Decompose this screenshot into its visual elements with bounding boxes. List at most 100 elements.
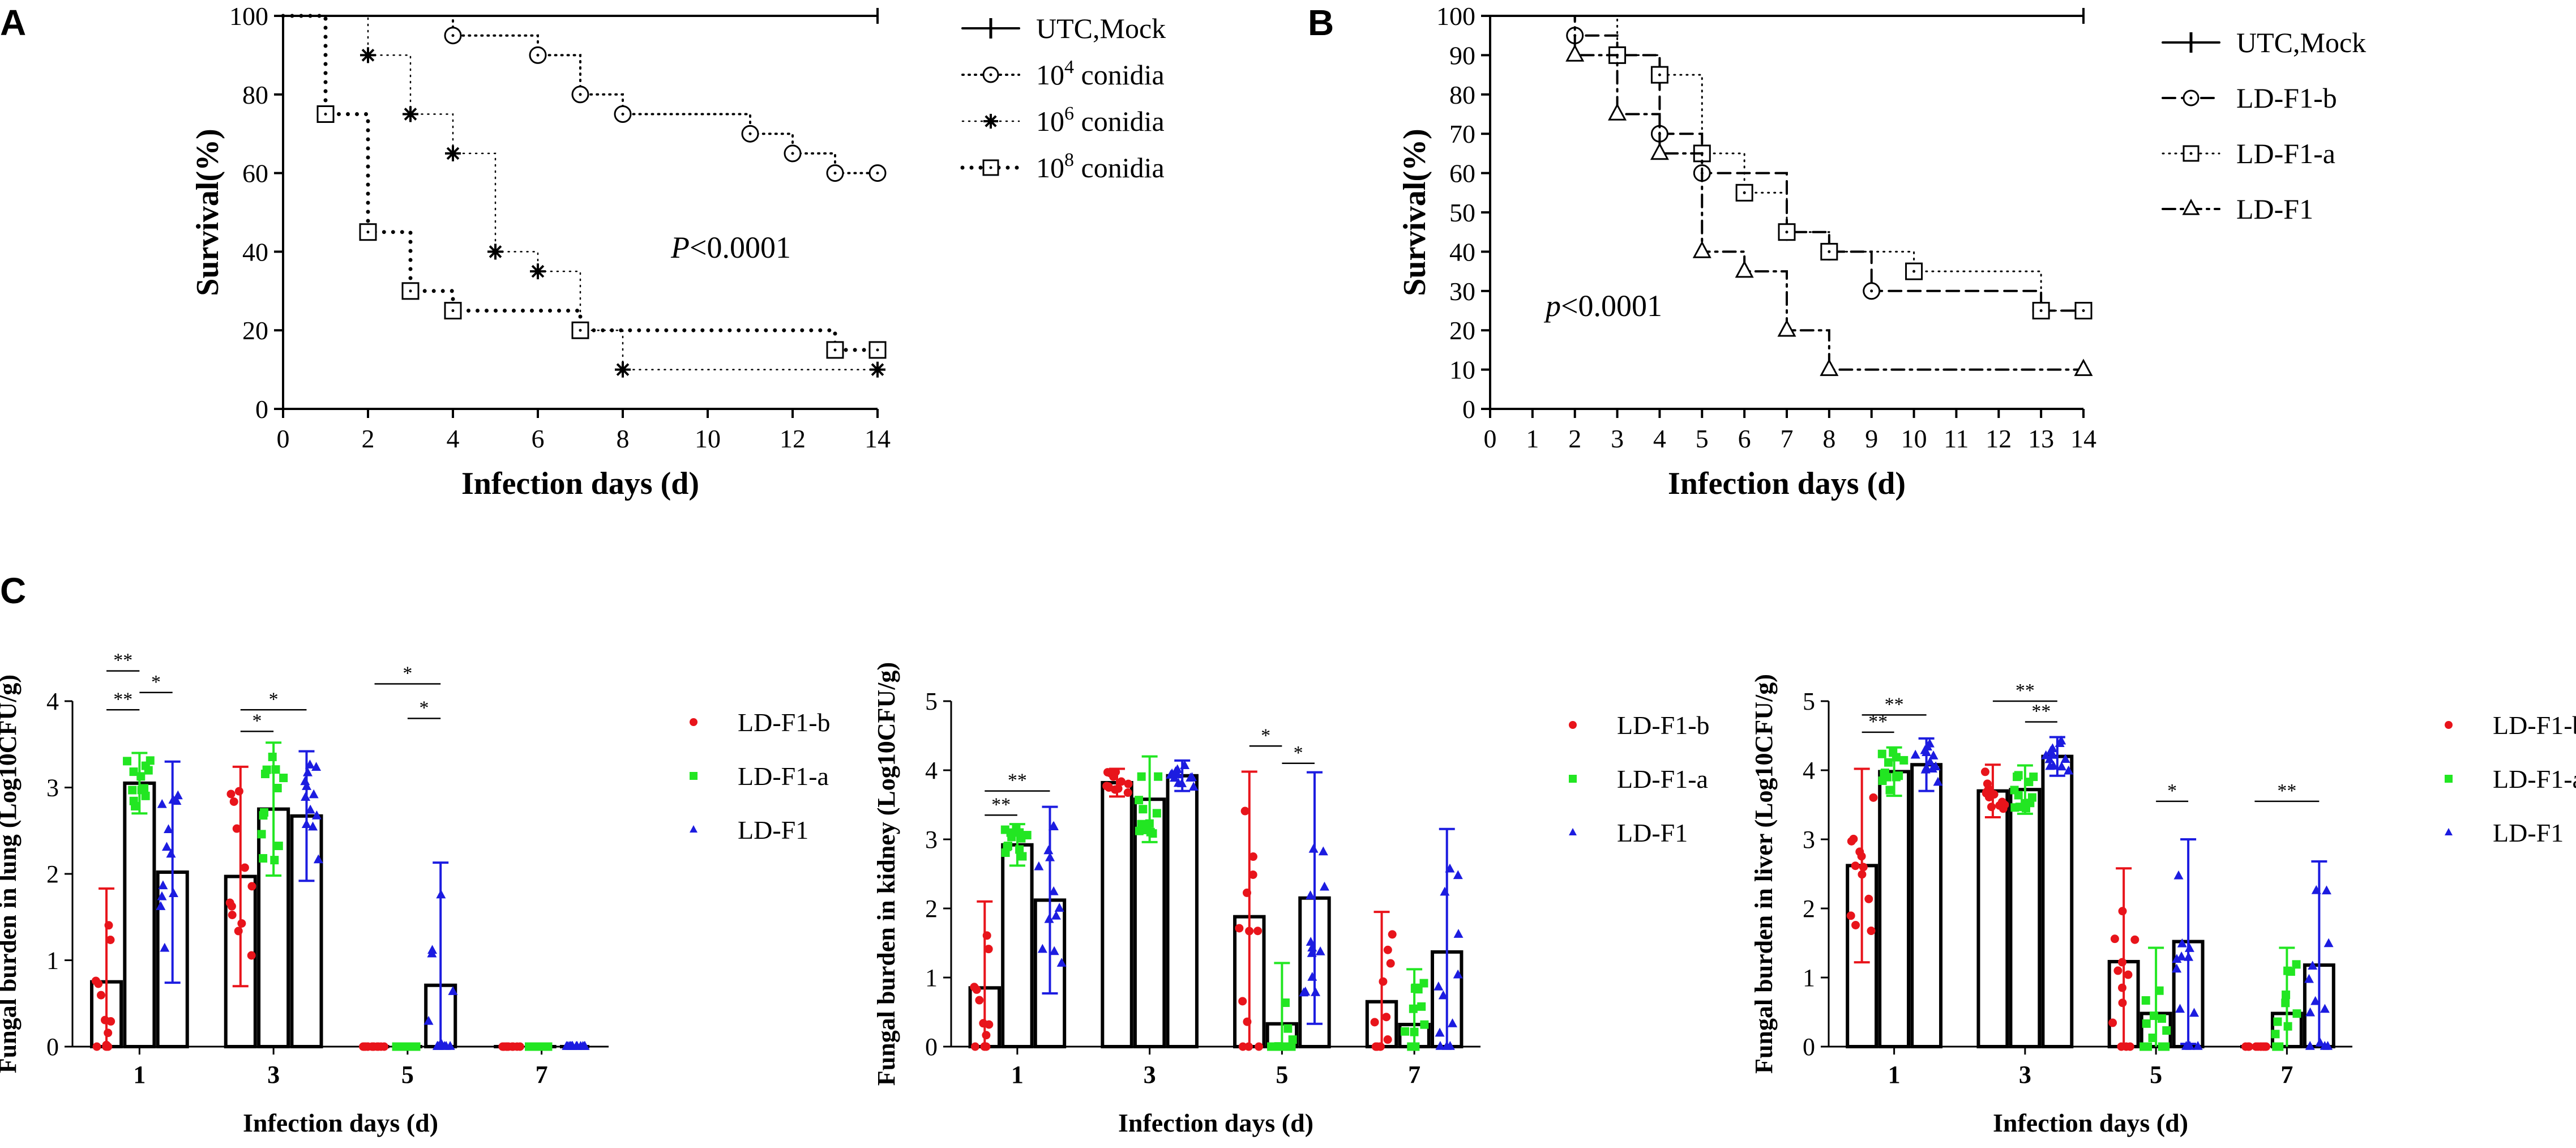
data-point	[1857, 852, 1866, 861]
y-tick-label: 90	[1449, 41, 1475, 70]
series-1-point-dot	[833, 172, 837, 175]
data-point	[158, 880, 168, 890]
y-tick-label: 0	[46, 1033, 59, 1061]
data-point	[1288, 1035, 1297, 1044]
data-point	[1931, 761, 1941, 771]
data-point	[1044, 914, 1054, 923]
data-point	[1169, 773, 1179, 782]
data-point	[1054, 903, 1064, 912]
x-tick-label: 6	[1738, 424, 1751, 453]
data-point	[498, 1042, 507, 1051]
data-point	[172, 796, 182, 805]
data-point	[1885, 786, 1894, 795]
data-point	[984, 945, 993, 954]
y-tick-label: 0	[255, 395, 268, 424]
data-point	[311, 810, 322, 820]
data-point	[2118, 907, 2127, 916]
data-point	[2321, 885, 2331, 895]
data-point	[1858, 870, 1867, 879]
data-point	[1987, 803, 1996, 812]
data-point	[1243, 1017, 1252, 1026]
data-point	[1445, 1040, 1455, 1050]
legend-marker-0	[690, 718, 698, 726]
series-2-point	[615, 361, 631, 378]
data-point	[271, 765, 280, 774]
series-3-point	[1608, 103, 1627, 121]
data-point	[1409, 1004, 1418, 1013]
data-point	[234, 787, 243, 796]
lung-burden-chart: 0 1 2 3 4 1 3 5 7 Infection days (d) Fungal burden…	[0, 650, 831, 1137]
data-point	[1034, 861, 1044, 870]
series-1-point-dot	[579, 93, 582, 96]
data-point	[2304, 974, 2314, 983]
legend-label-1: LD-F1-a	[738, 762, 829, 791]
data-point	[1015, 845, 1024, 854]
y-tick-label: 0	[1462, 395, 1475, 424]
data-point	[1248, 870, 1257, 879]
data-point	[313, 854, 323, 864]
series-1-point-dot	[536, 53, 540, 57]
data-point	[2177, 938, 2187, 948]
data-point	[972, 985, 981, 994]
data-point	[136, 772, 146, 781]
series-3-point-dot	[366, 231, 370, 234]
significance-label: **	[113, 650, 132, 671]
data-point	[1018, 852, 1027, 861]
data-point	[2275, 1042, 2284, 1051]
significance-label: **	[2016, 680, 2035, 701]
data-point	[2048, 761, 2059, 770]
series-3-point	[359, 223, 377, 241]
series-line-3	[1489, 15, 2085, 371]
y-tick-label: 60	[242, 159, 268, 188]
data-point	[1924, 738, 1935, 748]
data-point	[1180, 760, 1190, 769]
series-2-point-dot	[1785, 231, 1788, 234]
data-point	[1440, 886, 1450, 896]
data-point	[2244, 1042, 2253, 1051]
y-tick-label: 2	[925, 895, 938, 923]
data-point	[2148, 1033, 2157, 1042]
data-point	[1287, 1042, 1296, 1051]
x-tick-label: 7	[536, 1061, 548, 1089]
data-point	[164, 824, 174, 834]
data-point	[2305, 1007, 2316, 1017]
data-point	[1899, 756, 1909, 765]
data-point	[2029, 773, 2038, 782]
y-tick-label: 80	[1449, 80, 1475, 109]
data-point	[247, 951, 256, 960]
data-point	[579, 1040, 589, 1050]
legend-label-2: LD-F1	[1617, 818, 1688, 847]
data-point	[260, 808, 269, 817]
y-tick-label: 100	[229, 2, 268, 31]
data-point	[439, 1040, 450, 1050]
data-point	[2282, 990, 2291, 999]
x-tick-label: 4	[1653, 424, 1666, 453]
data-point	[1283, 1024, 1293, 1033]
data-point	[1849, 834, 1858, 843]
data-point	[2141, 996, 2150, 1005]
data-point	[129, 767, 138, 776]
data-point	[436, 889, 446, 899]
data-point	[1308, 843, 1319, 853]
series-2-point-dot	[2082, 309, 2085, 312]
legend-label-1: 104 conidia	[1036, 57, 1165, 91]
data-point	[536, 1042, 545, 1051]
data-point	[1056, 958, 1067, 967]
data-point	[2173, 870, 2184, 880]
legend-label-1: LD-F1-a	[2493, 765, 2576, 793]
x-tick-label: 8	[1822, 424, 1835, 453]
y-tick-label: 30	[1449, 277, 1475, 306]
bar	[1910, 763, 1943, 1048]
data-point	[1307, 972, 1317, 981]
data-point	[1319, 881, 1329, 891]
x-tick-label: 3	[1144, 1061, 1156, 1089]
x-axis-title: Infection days (d)	[1118, 1108, 1313, 1137]
data-point	[2308, 961, 2318, 970]
x-tick-label: 12	[1986, 424, 2012, 453]
series-3-point	[1565, 44, 1585, 62]
series-2-point	[403, 106, 418, 122]
p-value-annotation: P<0.0001	[670, 231, 791, 264]
x-tick-label: 13	[2028, 424, 2054, 453]
